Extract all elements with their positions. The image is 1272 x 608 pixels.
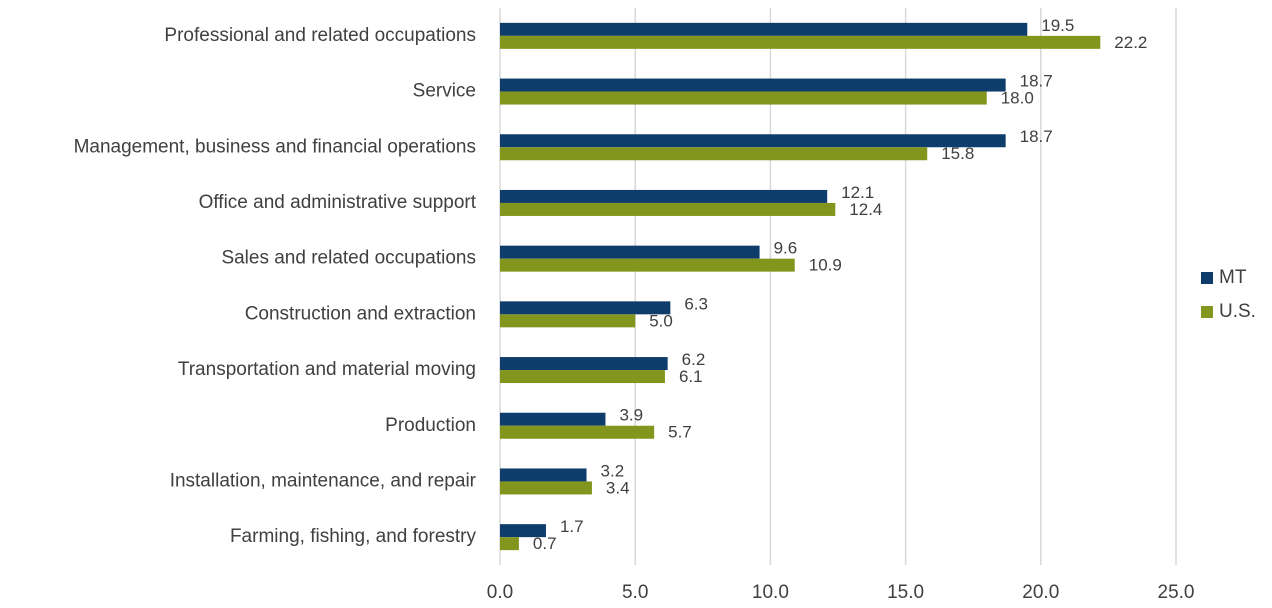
value-label: 1.7: [560, 517, 584, 536]
bar: [500, 91, 987, 105]
y-tick-label: Sales and related occupations: [221, 248, 476, 269]
x-tick-label: 5.0: [622, 582, 648, 603]
legend-label: MT: [1219, 267, 1247, 288]
bar: [500, 314, 636, 328]
legend-swatch: [1201, 272, 1213, 284]
value-label: 15.8: [941, 144, 974, 163]
x-tick-label: 15.0: [887, 582, 924, 603]
value-label: 3.9: [619, 406, 643, 425]
y-tick-label: Service: [413, 81, 476, 102]
y-tick-label: Transportation and material moving: [178, 359, 476, 380]
y-tick-label: Production: [385, 415, 476, 436]
bar: [500, 78, 1006, 92]
y-tick-label: Office and administrative support: [199, 192, 477, 213]
legend-label: U.S.: [1219, 301, 1256, 322]
x-tick-label: 10.0: [752, 582, 789, 603]
value-label: 18.7: [1020, 72, 1053, 91]
x-tick-label: 0.0: [487, 582, 513, 603]
bar: [500, 301, 671, 315]
value-label: 9.6: [774, 239, 798, 258]
value-label: 18.7: [1020, 127, 1053, 146]
x-tick-label: 25.0: [1158, 582, 1195, 603]
bar: [500, 245, 760, 259]
bar: [500, 468, 587, 482]
bar: [500, 134, 1006, 148]
y-tick-label: Farming, fishing, and forestry: [230, 526, 477, 547]
bar: [500, 189, 828, 203]
y-tick-label: Installation, maintenance, and repair: [170, 470, 477, 491]
y-tick-label: Management, business and financial opera…: [74, 136, 476, 157]
bar: [500, 481, 592, 495]
value-label: 22.2: [1114, 33, 1147, 52]
value-label: 18.0: [1001, 89, 1034, 108]
bar: [500, 258, 795, 272]
bar: [500, 147, 928, 161]
bar: [500, 537, 519, 551]
value-label: 5.0: [649, 311, 673, 330]
bar: [500, 524, 546, 538]
bar: [500, 370, 665, 384]
value-label: 6.1: [679, 367, 703, 386]
y-tick-label: Construction and extraction: [245, 303, 476, 324]
bar: [500, 22, 1028, 36]
value-label: 3.2: [601, 461, 625, 480]
x-tick-label: 20.0: [1022, 582, 1059, 603]
value-label: 6.3: [684, 294, 708, 313]
y-tick-label: Professional and related occupations: [164, 25, 476, 46]
value-label: 6.2: [682, 350, 706, 369]
value-label: 10.9: [809, 256, 842, 275]
value-label: 12.4: [849, 200, 882, 219]
bar: [500, 202, 836, 216]
value-label: 5.7: [668, 423, 692, 442]
legend-swatch: [1201, 306, 1213, 318]
value-label: 19.5: [1041, 16, 1074, 35]
bar: [500, 425, 655, 439]
value-label: 12.1: [841, 183, 874, 202]
bar: [500, 412, 606, 426]
value-label: 0.7: [533, 534, 557, 553]
bar: [500, 357, 668, 371]
bar: [500, 35, 1101, 49]
value-label: 3.4: [606, 478, 630, 497]
